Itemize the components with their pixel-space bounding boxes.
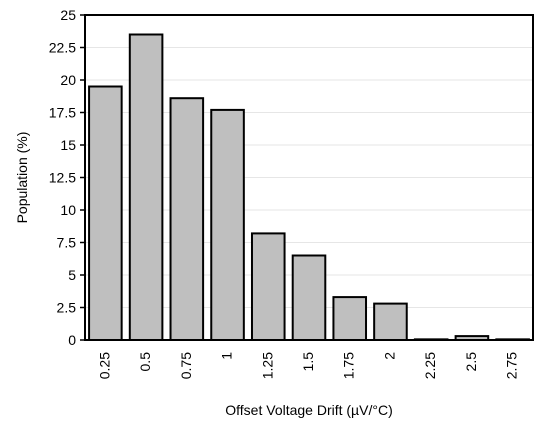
- y-tick-label: 17.5: [49, 105, 76, 121]
- y-tick-label: 0: [68, 332, 76, 348]
- bar-1.25: [250, 232, 286, 341]
- x-tick-label: 1.25: [259, 352, 275, 379]
- bar-0.5: [128, 33, 164, 341]
- y-axis-title: Population (%): [14, 132, 30, 224]
- bar-1: [210, 108, 245, 342]
- bars: [88, 33, 530, 342]
- bar-1.75: [332, 296, 368, 342]
- x-tick-label: 0.75: [178, 352, 194, 379]
- x-axis-title: Offset Voltage Drift (µV/°C): [225, 402, 392, 418]
- y-tick-label: 12.5: [49, 170, 76, 186]
- x-tick-label: 2.75: [504, 352, 520, 379]
- bar-2: [373, 302, 408, 342]
- x-tick-label: 2: [381, 352, 397, 360]
- bar-0.75: [169, 97, 205, 341]
- y-axis-ticks: 0 2.5 5 7.5 10 12.5 15 17.5 20 22.5 25: [49, 7, 85, 348]
- y-tick-label: 7.5: [57, 235, 77, 251]
- x-tick-label: 1: [219, 352, 235, 360]
- x-tick-label: 0.5: [137, 352, 153, 372]
- y-tick-label: 10: [60, 202, 76, 218]
- x-tick-label: 0.25: [96, 352, 112, 379]
- y-tick-label: 20: [60, 72, 76, 88]
- x-axis-ticks: 0.25 0.5 0.75 1 1.25 1.5 1.75 2 2.25 2.5 2.75: [96, 352, 519, 379]
- x-tick-label: 1.75: [341, 352, 357, 379]
- x-tick-label: 1.5: [300, 352, 316, 372]
- y-tick-label: 2.5: [57, 300, 77, 316]
- x-tick-label: 2.25: [422, 352, 438, 379]
- bar-0.25: [88, 85, 123, 341]
- y-tick-label: 22.5: [49, 40, 76, 56]
- y-tick-label: 25: [60, 7, 76, 23]
- y-tick-label: 15: [60, 137, 76, 153]
- bar-1.5: [291, 254, 327, 341]
- x-tick-label: 2.5: [463, 352, 479, 372]
- y-tick-label: 5: [68, 267, 76, 283]
